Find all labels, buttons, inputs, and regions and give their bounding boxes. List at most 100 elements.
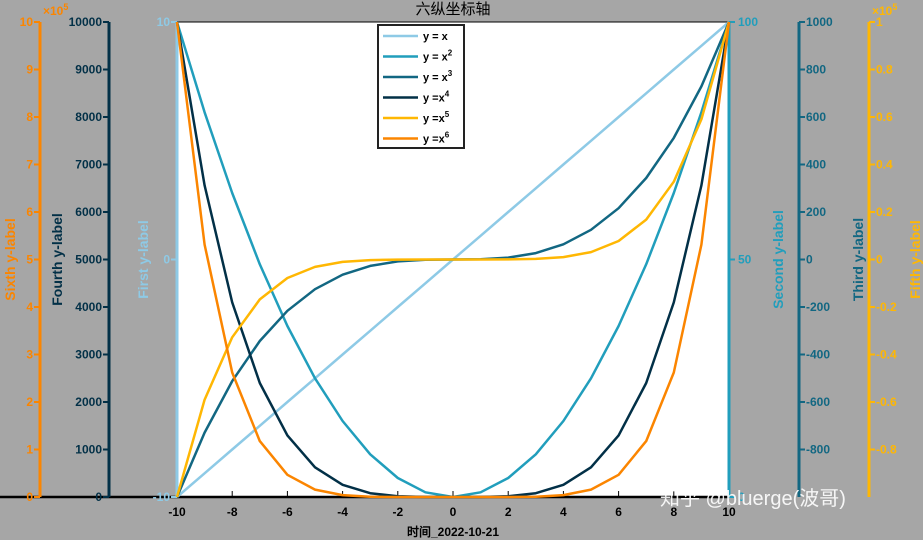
- x-tick-label: 4: [560, 505, 567, 519]
- y-tick-label: 10: [20, 15, 34, 29]
- y-tick-label: 1: [876, 15, 883, 29]
- y-axis-label: Third y-label: [850, 218, 866, 301]
- y-tick-label: 6: [26, 205, 33, 219]
- y-tick-label: 0: [806, 253, 813, 267]
- y-axis-y5: -0.8 -0.6 -0.4 -0.2 0 0.2 0.4 0.6 0.8 1 Fifth y-la…: [867, 2, 923, 497]
- x-tick-label: 8: [670, 505, 677, 519]
- y-tick-label: -0.6: [876, 395, 897, 409]
- legend-box: [377, 24, 465, 149]
- x-tick-label: -4: [337, 505, 348, 519]
- chart-title: 六纵坐标轴: [415, 0, 490, 18]
- y-tick-label: 2: [26, 395, 33, 409]
- y-tick-label: 5: [26, 253, 33, 267]
- y-tick-label: 800: [806, 63, 826, 77]
- y-axis-multiplier-exponent: 5: [63, 2, 68, 12]
- y-axis-label: Fourth y-label: [49, 213, 65, 306]
- y-axis-y1: -10 0 10 First y-label: [135, 15, 179, 504]
- legend-label-exponent: 4: [445, 90, 450, 99]
- y-axis-multiplier: ×105: [43, 2, 68, 18]
- series-layer: [175, 21, 731, 499]
- y-tick-label: 7: [26, 158, 33, 172]
- y-tick-label: 10: [157, 15, 171, 29]
- y-axis-multiplier: ×105: [872, 2, 897, 18]
- legend-label-base: y =x: [423, 93, 446, 105]
- y-tick-label: 2000: [75, 395, 102, 409]
- legend-label-exponent: 6: [445, 131, 450, 140]
- y-tick-label: 0: [738, 490, 745, 504]
- y-tick-label: -400: [806, 348, 830, 362]
- y-tick-label: 50: [738, 253, 752, 267]
- legend-label: y = x: [423, 31, 449, 43]
- y-tick-label: 0: [95, 490, 102, 504]
- y-axis-label: First y-label: [135, 220, 151, 299]
- y-tick-label: -10: [153, 490, 171, 504]
- y-axis-y6: 0 1 2 3 4 5 6 7 8 9 10 Sixth y-label ×105: [2, 2, 68, 504]
- y-tick-label: 400: [806, 158, 826, 172]
- x-tick-label: -6: [282, 505, 293, 519]
- series-line-5: [175, 21, 731, 498]
- legend-label-exponent: 5: [445, 110, 450, 119]
- y-tick-label: 0.8: [876, 63, 893, 77]
- y-tick-label: 5000: [75, 253, 102, 267]
- y-axis-label: Sixth y-label: [2, 218, 18, 300]
- legend-label: y = x3: [423, 69, 453, 84]
- x-tick-label: 0: [450, 505, 457, 519]
- y-tick-label: 7000: [75, 158, 102, 172]
- y-tick-label: 200: [806, 205, 826, 219]
- x-tick-label: 6: [615, 505, 622, 519]
- y-tick-label: -600: [806, 395, 830, 409]
- y-axis-y3: -800 -600 -400 -200 0 200 400 600 800 1000 Third y…: [797, 15, 866, 497]
- y-tick-label: 4: [26, 300, 33, 314]
- y-tick-label: 3000: [75, 348, 102, 362]
- y-axis-multiplier-exponent: 5: [892, 2, 897, 12]
- legend-label: y =x4: [423, 90, 450, 105]
- y-tick-label: -0.4: [876, 348, 897, 362]
- y-axis-y4: 0 1000 2000 3000 4000 5000 6000 7000 8000 9000 100…: [49, 15, 111, 504]
- y-tick-label: 600: [806, 110, 826, 124]
- x-tick-label: -8: [227, 505, 238, 519]
- legend-label: y =x6: [423, 131, 450, 146]
- x-tick-label: 10: [722, 505, 736, 519]
- legend-label-base: y =x: [423, 134, 446, 146]
- watermark-text: 知乎 @bluerge(波哥): [660, 487, 846, 510]
- y-tick-label: -800: [806, 443, 830, 457]
- y-axis-y2: 0 50 100 Second y-label: [727, 15, 786, 504]
- legend-label: y =x5: [423, 110, 450, 125]
- legend-label-base: y = x: [423, 52, 449, 64]
- series-line-6: [175, 21, 731, 499]
- y-tick-label: 0: [26, 490, 33, 504]
- legend-label: y = x2: [423, 49, 453, 64]
- y-axis-label: Second y-label: [770, 210, 786, 309]
- legend: y = xy = x2y = x3y =x4y =x5y =x6: [377, 24, 465, 149]
- y-tick-label: 9000: [75, 63, 102, 77]
- y-tick-label: 1000: [75, 443, 102, 457]
- legend-label-exponent: 2: [448, 49, 453, 58]
- y-tick-label: -200: [806, 300, 830, 314]
- y-tick-label: 1000: [806, 15, 833, 29]
- y-tick-label: 0.6: [876, 110, 893, 124]
- legend-label-base: y = x: [423, 72, 449, 84]
- x-tick-label: -2: [392, 505, 403, 519]
- y-tick-label: 8: [26, 110, 33, 124]
- y-tick-label: 3: [26, 348, 33, 362]
- y-tick-label: 9: [26, 63, 33, 77]
- legend-label-exponent: 3: [448, 69, 453, 78]
- y-tick-label: 4000: [75, 300, 102, 314]
- y-tick-label: 6000: [75, 205, 102, 219]
- y-tick-label: 0.2: [876, 205, 893, 219]
- x-tick-label: 2: [505, 505, 512, 519]
- y-tick-label: 100: [738, 15, 758, 29]
- y-tick-label: 1: [26, 443, 33, 457]
- legend-label-base: y = x: [423, 31, 449, 43]
- y-tick-label: 0.4: [876, 158, 893, 172]
- y-tick-label: -0.8: [876, 443, 897, 457]
- y-axis-label: Fifth y-label: [907, 220, 923, 299]
- y-tick-label: 0: [163, 253, 170, 267]
- y-tick-label: 10000: [69, 15, 103, 29]
- x-tick-label: -10: [168, 505, 186, 519]
- y-tick-label: -0.2: [876, 300, 897, 314]
- legend-label-base: y =x: [423, 113, 446, 125]
- y-tick-label: 8000: [75, 110, 102, 124]
